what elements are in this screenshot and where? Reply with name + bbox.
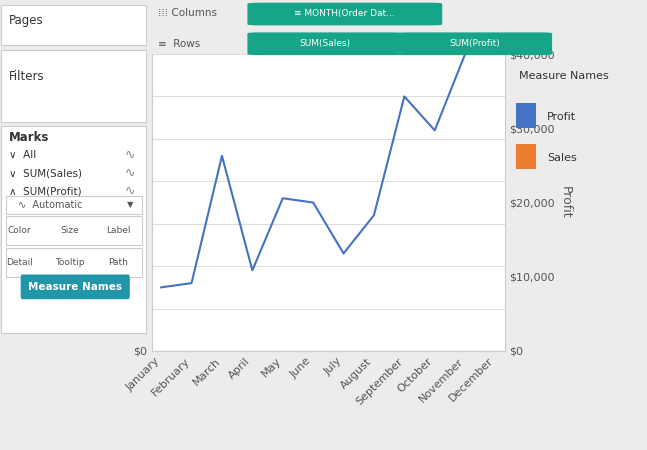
Text: Path: Path xyxy=(108,258,128,267)
Text: ≡  Rows: ≡ Rows xyxy=(157,39,200,50)
Text: ▼: ▼ xyxy=(127,200,133,209)
Title: Order Date: Order Date xyxy=(281,34,376,49)
Text: Sales: Sales xyxy=(547,153,576,163)
Text: Measure Names: Measure Names xyxy=(28,282,122,292)
Text: Filters: Filters xyxy=(9,70,45,83)
Text: Tooltip: Tooltip xyxy=(54,258,84,267)
Text: ∧  SUM(Profit): ∧ SUM(Profit) xyxy=(9,186,82,196)
FancyBboxPatch shape xyxy=(1,50,146,122)
Text: ∿  Automatic: ∿ Automatic xyxy=(17,200,82,210)
Text: ∿: ∿ xyxy=(125,149,135,162)
FancyBboxPatch shape xyxy=(6,216,142,245)
Text: ∨  All: ∨ All xyxy=(9,150,36,160)
Text: Marks: Marks xyxy=(9,131,49,144)
Bar xyxy=(516,144,536,169)
FancyBboxPatch shape xyxy=(6,248,142,277)
FancyBboxPatch shape xyxy=(1,4,146,45)
FancyBboxPatch shape xyxy=(247,32,402,55)
FancyBboxPatch shape xyxy=(21,274,130,299)
Text: Detail: Detail xyxy=(6,258,32,267)
Text: Color: Color xyxy=(7,226,31,235)
Bar xyxy=(516,103,536,128)
Text: ⁞⁞⁞ Columns: ⁞⁞⁞ Columns xyxy=(157,9,217,18)
Text: Pages: Pages xyxy=(9,14,43,27)
Text: ∿: ∿ xyxy=(125,185,135,198)
Text: ∨  SUM(Sales): ∨ SUM(Sales) xyxy=(9,168,82,178)
Text: ≡ MONTH(Order Dat...: ≡ MONTH(Order Dat... xyxy=(294,9,395,18)
Text: Measure Names: Measure Names xyxy=(519,71,609,81)
Text: SUM(Sales): SUM(Sales) xyxy=(300,39,351,48)
Text: SUM(Profit): SUM(Profit) xyxy=(449,39,500,48)
Text: ∿: ∿ xyxy=(125,167,135,180)
Text: Profit: Profit xyxy=(547,112,576,122)
FancyBboxPatch shape xyxy=(397,32,552,55)
FancyBboxPatch shape xyxy=(6,196,142,214)
FancyBboxPatch shape xyxy=(1,126,146,333)
Text: Label: Label xyxy=(105,226,130,235)
Text: Size: Size xyxy=(60,226,79,235)
Y-axis label: Sales: Sales xyxy=(76,186,89,219)
Y-axis label: Profit: Profit xyxy=(559,186,572,219)
FancyBboxPatch shape xyxy=(247,3,442,25)
